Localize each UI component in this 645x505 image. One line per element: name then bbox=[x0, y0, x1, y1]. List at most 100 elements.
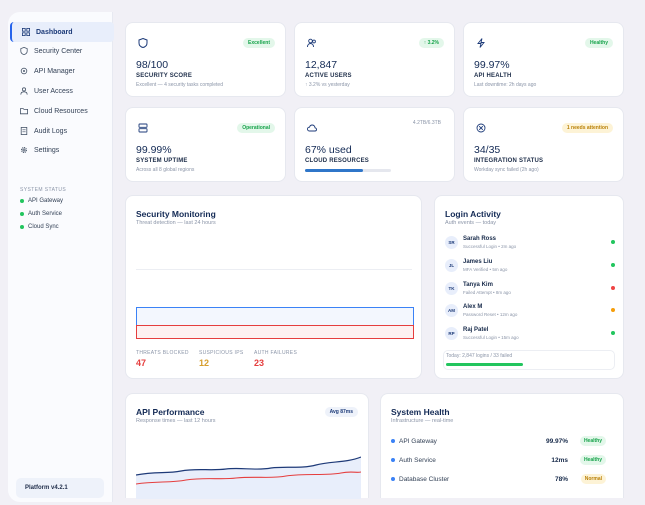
sidebar-item-audit-logs[interactable]: Audit Logs bbox=[10, 121, 114, 141]
sidebar-item-api-manager[interactable]: API Manager bbox=[10, 61, 114, 81]
login-user-name: Tanya Kim bbox=[463, 282, 493, 288]
stat-subtext: Excellent — 4 security tasks completed bbox=[136, 82, 223, 88]
threat-chart-band-blue bbox=[136, 307, 414, 326]
folder-icon bbox=[20, 107, 28, 115]
cloud-usage-progress-fill bbox=[305, 169, 363, 172]
stat-subtext: Across all 8 global regions bbox=[136, 167, 195, 173]
login-detail: Password Reset • 12m ago bbox=[463, 312, 518, 317]
stat-label: CLOUD RESOURCES bbox=[305, 158, 370, 164]
login-row[interactable]: TK Tanya Kim Failed Attempt • 8m ago bbox=[445, 280, 615, 298]
status-dot bbox=[391, 477, 395, 481]
health-row[interactable]: Database Cluster 78% Normal bbox=[391, 472, 606, 486]
server-icon bbox=[136, 121, 150, 135]
login-row[interactable]: AM Alex M Password Reset • 12m ago bbox=[445, 302, 615, 320]
login-summary-box: Today: 2,847 logins / 33 failed bbox=[443, 350, 615, 370]
health-row[interactable]: API Gateway 99.97% Healthy bbox=[391, 434, 606, 448]
system-status-item: Cloud Sync bbox=[20, 224, 59, 230]
sidebar-item-security-center[interactable]: Security Center bbox=[10, 41, 114, 61]
health-row[interactable]: Auth Service 12ms Healthy bbox=[391, 453, 606, 467]
system-status-item: Auth Service bbox=[20, 211, 62, 217]
sidebar-item-label: API Manager bbox=[34, 67, 75, 75]
metric-value: 47 bbox=[136, 358, 147, 368]
login-row[interactable]: RP Raj Patel Successful Login • 15m ago bbox=[445, 325, 615, 343]
card-subtitle: Auth events — today bbox=[445, 220, 497, 226]
stat-value: 34/35 bbox=[474, 144, 501, 156]
login-row[interactable]: SR Sarah Ross Successful Login • 2m ago bbox=[445, 234, 615, 252]
status-dot bbox=[20, 225, 24, 229]
stat-value: 12,847 bbox=[305, 59, 338, 71]
stat-card-cloud-resources[interactable]: 4.2TB/6.3TB 67% used CLOUD RESOURCES bbox=[294, 107, 455, 182]
stat-subtext: ↑ 3.2% vs yesterday bbox=[305, 82, 350, 88]
status-dot bbox=[20, 199, 24, 203]
api-error-line bbox=[136, 471, 361, 485]
status-dot bbox=[20, 212, 24, 216]
sidebar: Dashboard Security Center API Manager Us… bbox=[8, 12, 114, 502]
health-value: 12ms bbox=[551, 456, 568, 464]
stat-card-system-uptime[interactable]: Operational 99.99% SYSTEM UPTIME Across … bbox=[125, 107, 286, 182]
status-badge: Operational bbox=[237, 123, 275, 133]
login-user-name: Alex M bbox=[463, 304, 483, 310]
card-subtitle: Infrastructure — real-time bbox=[391, 418, 454, 424]
stat-card-api-health[interactable]: Healthy 99.97% API HEALTH Last downtime:… bbox=[463, 22, 624, 97]
user-icon bbox=[20, 87, 28, 95]
stat-label: ACTIVE USERS bbox=[305, 73, 352, 79]
card-title: API Performance bbox=[136, 407, 205, 417]
stat-subtext: Last downtime: 2h days ago bbox=[474, 82, 537, 88]
health-value: 78% bbox=[554, 475, 568, 483]
status-badge: Healthy bbox=[584, 38, 613, 48]
login-summary-progress bbox=[446, 363, 523, 366]
block-icon bbox=[474, 121, 488, 135]
system-status-label: API Gateway bbox=[28, 198, 64, 204]
status-badge: 1 needs attention bbox=[561, 123, 613, 133]
cloud-usage-progress bbox=[305, 169, 391, 172]
api-response-line bbox=[136, 456, 361, 476]
sidebar-item-dashboard[interactable]: Dashboard bbox=[10, 22, 114, 42]
stat-subtext: Workday sync failed (2h ago) bbox=[474, 167, 539, 173]
stat-value: 98/100 bbox=[136, 59, 169, 71]
api-avg-badge: Avg 87ms bbox=[324, 407, 358, 417]
login-detail: Failed Attempt • 8m ago bbox=[463, 290, 511, 295]
login-activity-card: Login Activity Auth events — today SR Sa… bbox=[434, 195, 624, 379]
api-performance-chart bbox=[136, 456, 361, 499]
sidebar-item-user-access[interactable]: User Access bbox=[10, 81, 114, 101]
login-row[interactable]: JL James Liu MFA Verified • 5m ago bbox=[445, 257, 615, 275]
login-detail: Successful Login • 2m ago bbox=[463, 244, 517, 249]
health-service-name: Auth Service bbox=[399, 456, 436, 464]
status-dot bbox=[391, 458, 395, 462]
login-detail: Successful Login • 15m ago bbox=[463, 335, 519, 340]
sidebar-item-label: User Access bbox=[34, 87, 73, 95]
login-user-name: James Liu bbox=[463, 259, 493, 265]
login-status-dot bbox=[611, 240, 615, 244]
metric-value: 23 bbox=[254, 358, 265, 368]
stat-card-security-score[interactable]: Excellent 98/100 SECURITY SCORE Excellen… bbox=[125, 22, 286, 97]
avatar: TK bbox=[445, 282, 458, 295]
system-status-label: Cloud Sync bbox=[28, 224, 59, 230]
chart-gridline bbox=[136, 269, 412, 270]
login-summary-text: Today: 2,847 logins / 33 failed bbox=[446, 353, 513, 359]
shield-icon bbox=[20, 47, 28, 55]
bolt-icon bbox=[474, 36, 488, 50]
stat-value: 99.99% bbox=[136, 144, 172, 156]
status-badge: Healthy bbox=[579, 455, 606, 465]
status-dot bbox=[391, 439, 395, 443]
stat-value: 67% used bbox=[305, 144, 352, 156]
sidebar-item-label: Security Center bbox=[34, 47, 83, 55]
security-monitoring-card: Security Monitoring Threat detection — l… bbox=[125, 195, 422, 379]
card-title: System Health bbox=[391, 407, 450, 417]
login-status-dot bbox=[611, 286, 615, 290]
avatar: JL bbox=[445, 259, 458, 272]
sidebar-item-settings[interactable]: Settings bbox=[10, 140, 114, 160]
threat-chart-band-red bbox=[136, 325, 414, 339]
stat-value: 99.97% bbox=[474, 59, 510, 71]
storage-usage-text: 4.2TB/6.3TB bbox=[412, 120, 441, 126]
sidebar-item-cloud-resources[interactable]: Cloud Resources bbox=[10, 101, 114, 121]
login-user-name: Raj Patel bbox=[463, 327, 489, 333]
stat-card-active-users[interactable]: ↑ 3.2% 12,847 ACTIVE USERS ↑ 3.2% vs yes… bbox=[294, 22, 455, 97]
stat-label: SECURITY SCORE bbox=[136, 73, 193, 79]
stat-card-integration-status[interactable]: 1 needs attention 34/35 INTEGRATION STAT… bbox=[463, 107, 624, 182]
login-status-dot bbox=[611, 331, 615, 335]
status-badge: Healthy bbox=[579, 436, 606, 446]
shield-icon bbox=[136, 36, 150, 50]
health-service-name: Database Cluster bbox=[399, 475, 450, 483]
settings-icon bbox=[20, 146, 28, 154]
